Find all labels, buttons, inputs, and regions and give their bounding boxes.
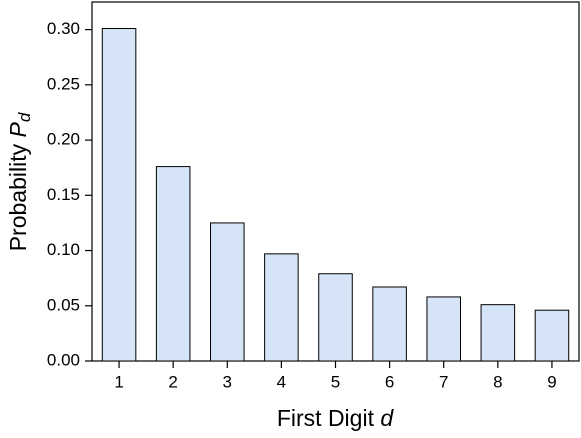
y-tick-label: 0.30 [47,19,80,38]
bar [318,273,353,362]
bar [480,304,516,362]
x-label-symbol: d [380,405,394,431]
bar [372,286,407,362]
x-tick-label: 5 [331,372,340,391]
y-tick-label: 0.05 [47,295,80,314]
y-tick-label: 0.15 [47,185,80,204]
bar [155,166,191,362]
x-tick-label: 8 [493,372,502,391]
y-axis-title: Probability Pd [5,112,34,251]
x-tick-label: 9 [547,372,556,391]
bar [426,296,461,362]
x-tick-label: 4 [277,372,286,391]
bar [210,222,245,362]
y-tick-label: 0.10 [47,240,80,259]
y-tick-label: 0.20 [47,130,80,149]
bar [534,309,570,362]
y-tick-label: 0.25 [47,74,80,93]
x-tick-label: 6 [385,372,394,391]
x-tick-label: 2 [168,372,177,391]
x-axis-title: First Digit d [277,405,395,431]
y-tick-label: 0.00 [47,350,80,369]
bar [264,253,299,362]
y-label-symbol: P [5,122,31,138]
x-tick-label: 7 [439,372,448,391]
x-tick-label: 3 [223,372,232,391]
x-label-text: First Digit [277,405,375,431]
bar [101,28,137,362]
x-tick-label: 1 [114,372,123,391]
y-label-subscript: d [15,112,34,122]
y-label-text: Probability [5,143,31,251]
